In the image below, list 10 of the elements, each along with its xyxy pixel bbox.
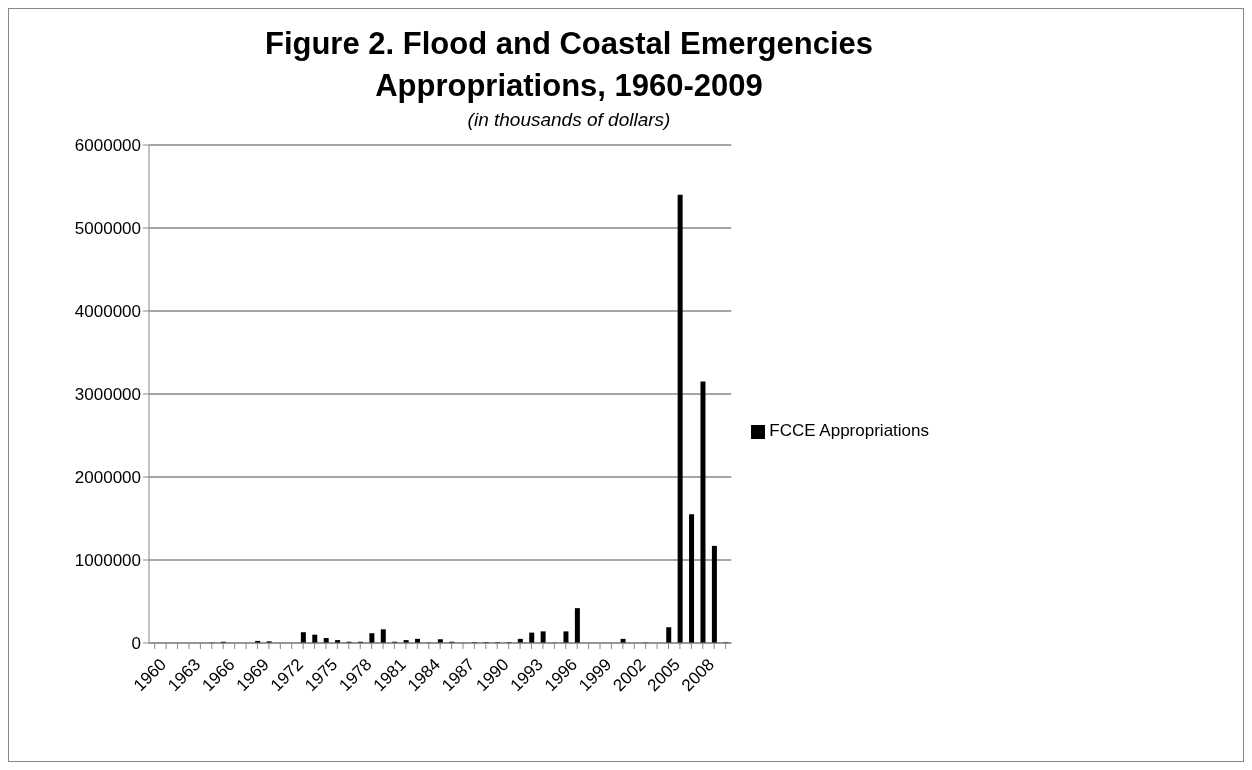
y-tick-label: 3000000 <box>74 385 141 405</box>
y-tick-label: 2000000 <box>74 468 141 488</box>
chart-subtitle: (in thousands of dollars) <box>466 109 672 131</box>
y-tick-label: 1000000 <box>74 551 141 571</box>
y-tick-label: 6000000 <box>74 136 141 156</box>
chart-title: Figure 2. Flood and Coastal Emergencies Appropriations, 1960-2009 <box>263 25 875 105</box>
legend-label: FCCE Appropriations <box>769 421 929 440</box>
y-tick-label: 0 <box>131 634 141 654</box>
y-tick-label: 4000000 <box>74 302 141 322</box>
y-tick-label: 5000000 <box>74 219 141 239</box>
